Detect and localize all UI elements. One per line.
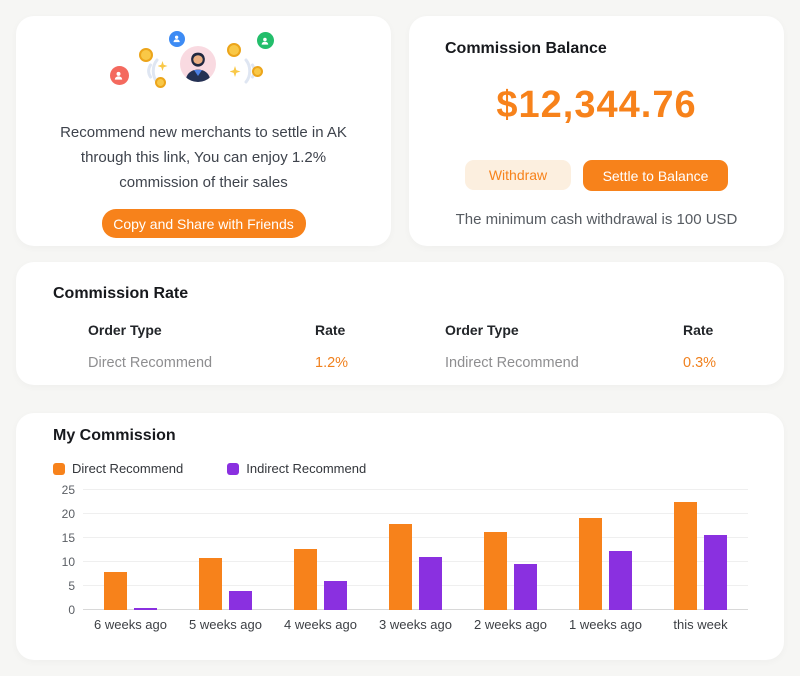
chart-legend: Direct Recommend Indirect Recommend	[53, 461, 748, 476]
bar	[229, 590, 252, 610]
bar	[104, 572, 127, 610]
x-axis-label: 1 weeks ago	[569, 617, 642, 632]
x-axis-label: 5 weeks ago	[189, 617, 262, 632]
bar	[609, 550, 632, 610]
x-axis-label: 4 weeks ago	[284, 617, 357, 632]
y-tick-label: 20	[61, 506, 75, 521]
sparkle-icon	[229, 66, 241, 77]
rate-title: Commission Rate	[53, 285, 189, 302]
legend-item-direct: Direct Recommend	[53, 461, 183, 476]
y-tick-label: 10	[61, 554, 75, 569]
direct-legend-swatch-icon	[53, 462, 65, 475]
withdraw-button[interactable]: Withdraw	[465, 160, 571, 190]
bar	[704, 535, 727, 610]
coin-icon	[226, 43, 241, 57]
user-bubble-green-icon	[256, 32, 274, 49]
rate-table: Order Type Rate Order Type Rate Direct R…	[53, 322, 748, 371]
settle-to-balance-button[interactable]: Settle to Balance	[583, 160, 728, 191]
coin-icon	[251, 66, 263, 77]
bar-group	[273, 490, 368, 610]
y-tick-label: 5	[68, 578, 75, 593]
coin-icon	[138, 48, 153, 62]
order-type-value: Direct Recommend	[88, 355, 213, 371]
x-axis-label: 2 weeks ago	[474, 617, 547, 632]
balance-actions: Withdraw Settle to Balance	[445, 160, 748, 191]
indirect-legend-swatch-icon	[227, 462, 240, 475]
y-tick-label: 15	[61, 530, 75, 545]
chart-title: My Commission	[53, 427, 176, 444]
bar	[419, 557, 442, 610]
balance-title: Commission Balance	[445, 40, 607, 57]
bar	[134, 608, 157, 610]
legend-label: Direct Recommend	[72, 461, 184, 476]
rate-col-header: Order Type	[88, 322, 162, 338]
bar-group	[83, 490, 178, 610]
bar	[674, 502, 697, 610]
gridline-y10: 10	[62, 555, 748, 569]
x-axis-label: 3 weeks ago	[379, 617, 452, 632]
gridline-y5: 5	[68, 579, 748, 593]
order-type-value: Indirect Recommend	[445, 355, 579, 371]
x-axis-label: 6 weeks ago	[94, 617, 167, 632]
y-tick-label: 0	[68, 602, 75, 617]
gridline-y25: 25	[62, 483, 748, 497]
bar-group	[463, 490, 558, 610]
user-bubble-blue-icon	[168, 31, 185, 47]
rate-col-header: Rate	[683, 322, 714, 338]
bar-group	[178, 490, 273, 610]
bar	[484, 531, 507, 610]
chart-bars	[83, 490, 748, 610]
x-axis-label: this week	[673, 617, 728, 632]
rate-col-header: Order Type	[445, 322, 519, 338]
rate-value: 0.3%	[683, 355, 717, 371]
top-row: Recommend new merchants to settle in AK …	[16, 16, 784, 246]
merchant-avatar-icon	[179, 46, 216, 82]
gridline-y15: 15	[62, 531, 748, 545]
bar	[389, 524, 412, 610]
bar	[579, 518, 602, 610]
bar-group	[558, 490, 653, 610]
my-commission-card: My Commission Direct Recommend Indirect …	[16, 413, 784, 660]
bar	[514, 563, 537, 610]
commission-bar-chart: 0 5 10 15 20 25 6 weeks ago 5 weeks ago 4 weeks…	[53, 483, 748, 632]
withdrawal-note: The minimum cash withdrawal is 100 USD	[455, 211, 738, 228]
gridline-y20: 20	[62, 507, 748, 521]
bar-group	[368, 490, 463, 610]
balance-amount: $12,344.76	[496, 84, 697, 126]
sparkle-icon	[157, 61, 168, 71]
coin-icon	[154, 77, 166, 88]
referral-card: Recommend new merchants to settle in AK …	[16, 16, 391, 246]
rate-value: 1.2%	[315, 355, 349, 371]
bar	[324, 581, 347, 610]
bar	[294, 548, 317, 610]
referral-dashboard-page: Recommend new merchants to settle in AK …	[16, 16, 784, 660]
rate-col-header: Rate	[315, 322, 346, 338]
referral-illustration	[64, 30, 344, 110]
commission-rate-card: Commission Rate Order Type Rate Order Ty…	[16, 262, 784, 385]
gridline-y0: 0	[68, 603, 748, 617]
legend-item-indirect: Indirect Recommend	[227, 461, 366, 476]
referral-description: Recommend new merchants to settle in AK …	[60, 124, 347, 191]
legend-label: Indirect Recommend	[246, 461, 367, 476]
commission-balance-card: Commission Balance $12,344.76 Withdraw S…	[409, 16, 784, 246]
user-bubble-red-icon	[109, 66, 129, 85]
copy-share-button[interactable]: Copy and Share with Friends	[101, 209, 306, 238]
bar-group	[653, 490, 748, 610]
chart-plot-area: 0 5 10 15 20 25	[62, 483, 748, 617]
y-tick-label: 25	[61, 482, 75, 497]
bar	[199, 558, 222, 610]
chart-x-axis-labels: 6 weeks ago 5 weeks ago 4 weeks ago 3 weeks…	[83, 617, 748, 632]
